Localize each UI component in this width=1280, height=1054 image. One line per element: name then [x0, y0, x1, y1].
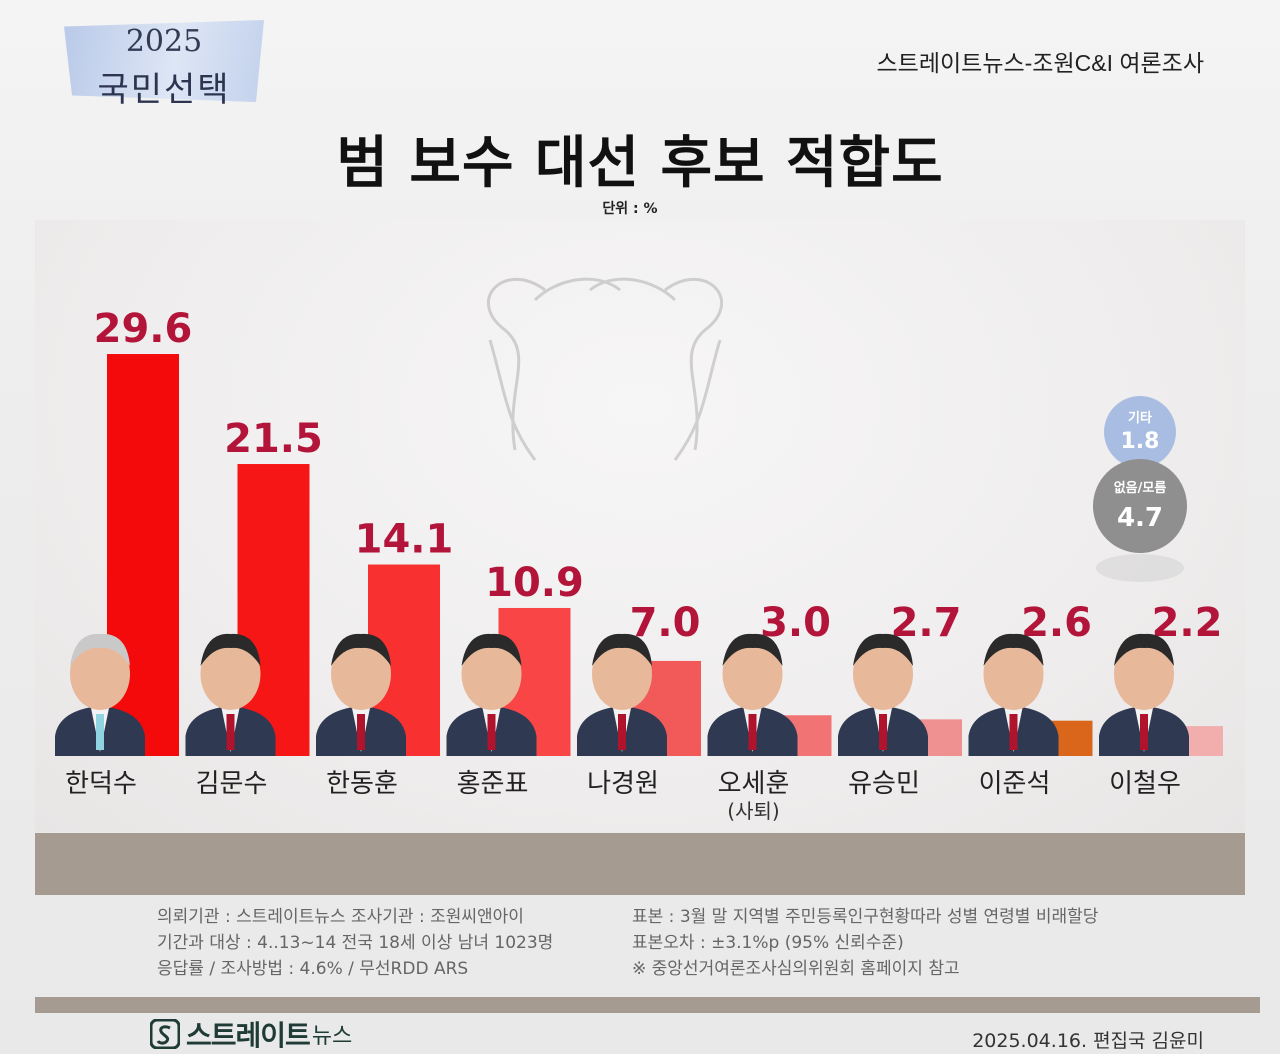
value-label: 14.1: [355, 517, 454, 563]
value-label: 21.5: [224, 416, 323, 462]
bar-group: 14.1 한동훈: [316, 517, 453, 799]
logo-text: 스트레이트: [186, 1019, 311, 1052]
category-label: 홍준표: [457, 769, 529, 799]
bar-group: 29.6 한덕수: [55, 306, 192, 799]
value-label: 2.2: [1152, 600, 1223, 646]
phoenix-emblem-icon: [486, 277, 724, 461]
note-line: ※ 중앙선거여론조사심의위원회 홈페이지 참고: [632, 959, 960, 979]
note-line: 기간과 대상 : 4..13~14 전국 18세 이상 남녀 1023명: [157, 933, 554, 953]
value-label: 29.6: [94, 306, 193, 352]
category-note: (사퇴): [727, 799, 779, 823]
note-line: 의뢰기관 : 스트레이트뉴스 조사기관 : 조원씨앤아이: [157, 907, 524, 927]
bar-group: 3.0 오세훈(사퇴): [707, 600, 832, 823]
survey-notes-right: 표본 : 3월 말 지역별 주민등록인구현황따라 성별 연령별 비래할당 표본오…: [632, 904, 1098, 982]
bar-group: 10.9 홍준표: [446, 560, 584, 799]
note-line: 표본오차 : ±3.1%p (95% 신뢰수준): [632, 933, 904, 953]
bar-group: 2.2 이철우: [1099, 600, 1223, 799]
bubble-value: 1.8: [1121, 429, 1160, 454]
chart-title: 범 보수 대선 후보 적합도: [336, 131, 944, 196]
bar-group: 21.5 김문수: [185, 416, 323, 799]
candidate-photo-icon: [1099, 633, 1189, 756]
value-label: 7.0: [630, 600, 701, 646]
logo-mark-icon: [150, 1019, 180, 1049]
candidate-photo-icon: [968, 633, 1059, 756]
bar-group: 2.6 이준석: [968, 600, 1093, 799]
unit-label: 단위 : %: [602, 201, 658, 217]
bubble-value: 4.7: [1117, 503, 1163, 533]
note-line: 응답률 / 조사방법 : 4.6% / 무선RDD ARS: [157, 959, 469, 979]
logo-subtext: 뉴스: [311, 1024, 353, 1049]
bar-group: 2.7 유승민: [838, 600, 962, 799]
poll-source: 스트레이트뉴스-조원C&I 여론조사: [876, 50, 1204, 76]
banner-subtitle: 국민선택: [97, 70, 231, 110]
extra-bubble: 기타 1.8: [1104, 396, 1176, 468]
bubble-label: 기타: [1128, 410, 1152, 426]
category-label: 이준석: [979, 769, 1051, 799]
category-label: 오세훈: [718, 769, 790, 799]
category-label: 한덕수: [65, 769, 137, 799]
bubble-label: 없음/모름: [1114, 480, 1167, 496]
value-label: 3.0: [760, 600, 831, 646]
candidate-photo-icon: [55, 633, 145, 756]
plot-area: 29.6 한덕수 21.5 김문수 14.1 한동훈 10.9 홍준표 7.0 나경원 3.0 오세훈…: [35, 220, 1245, 832]
footer-divider: [35, 997, 1260, 1013]
bar: [237, 464, 310, 756]
candidate-photo-icon: [446, 633, 537, 756]
extra-bubble: 없음/모름 4.7: [1093, 459, 1187, 553]
survey-notes-left: 의뢰기관 : 스트레이트뉴스 조사기관 : 조원씨앤아이 기간과 대상 : 4.…: [157, 904, 553, 982]
footer-band: [35, 833, 1245, 895]
bar-group: 7.0 나경원: [577, 600, 701, 799]
candidate-photo-icon: [707, 633, 798, 756]
bubble-circle: [1093, 459, 1187, 553]
candidate-photo-icon: [316, 633, 406, 756]
category-label: 김문수: [196, 769, 268, 799]
candidate-photo-icon: [577, 633, 667, 756]
value-label: 10.9: [485, 560, 584, 606]
banner-background: [64, 20, 264, 102]
category-label: 이철우: [1109, 769, 1181, 799]
category-label: 유승민: [848, 769, 920, 799]
category-label: 나경원: [587, 769, 659, 799]
bubble-reflection: [1096, 554, 1184, 582]
note-line: 표본 : 3월 말 지역별 주민등록인구현황따라 성별 연령별 비래할당: [632, 907, 1099, 927]
value-label: 2.7: [891, 600, 962, 646]
value-label: 2.6: [1021, 600, 1092, 646]
candidate-photo-icon: [185, 633, 276, 756]
publisher-logo: 스트레이트 뉴스: [150, 1018, 353, 1052]
banner-year: 2025: [125, 24, 203, 59]
candidate-photo-icon: [838, 633, 928, 756]
category-label: 한동훈: [326, 769, 398, 799]
bar-chart: 29.6 한덕수 21.5 김문수 14.1 한동훈 10.9 홍준표 7.0 나경원 3.0 오세훈…: [55, 277, 1223, 823]
publish-date: 2025.04.16. 편집국 김윤미: [972, 1030, 1204, 1052]
bubble-circle: [1104, 396, 1176, 468]
